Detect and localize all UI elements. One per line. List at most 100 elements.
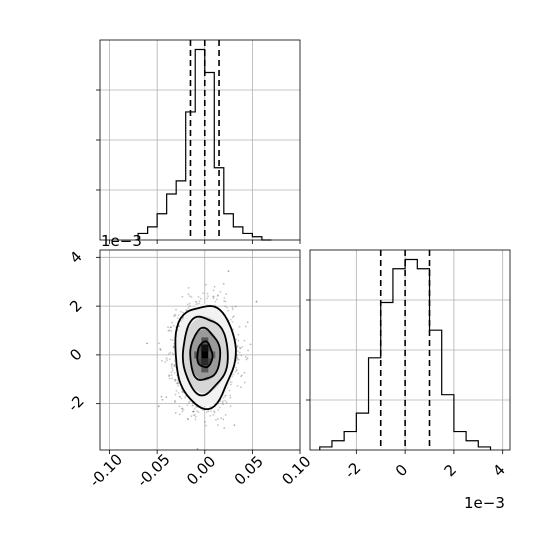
scatter-point [233, 315, 235, 318]
scatter-point [181, 407, 184, 410]
scatter-point [174, 400, 176, 402]
y-marginal-xtick-label: -2 [341, 459, 364, 482]
scatter-point [173, 313, 176, 316]
scatter-point [172, 315, 175, 317]
scatter-point [229, 394, 232, 397]
y-marginal-panel: -2 0 2 4 1e−3 [306, 249, 511, 512]
scatter-point [205, 283, 207, 286]
scatter-point [206, 297, 209, 300]
scatter-point [217, 424, 219, 426]
scatter-point [235, 368, 238, 371]
scatter-point [222, 282, 225, 285]
scatter-point [219, 400, 222, 403]
scatter-point [198, 300, 201, 302]
scatter-point [184, 396, 187, 399]
scatter-point [222, 418, 225, 421]
scatter-point [181, 391, 184, 393]
scatter-point [228, 389, 231, 392]
scatter-point [167, 353, 170, 355]
scatter-point [202, 292, 204, 294]
scatter-point [247, 349, 250, 352]
scatter-point [218, 406, 221, 409]
scatter-point [192, 404, 195, 406]
scatter-point [174, 393, 177, 396]
scatter-point [209, 414, 212, 417]
scatter-point [182, 408, 185, 411]
scatter-point [168, 329, 171, 332]
scatter-point [171, 363, 174, 366]
scatter-point [216, 298, 218, 301]
scatter-point [172, 324, 175, 327]
contour-line [181, 315, 229, 397]
scatter-point [213, 411, 216, 414]
scatter-point [224, 414, 227, 416]
scatter-point [226, 306, 228, 309]
scatter-point [206, 292, 209, 295]
scatter-point [212, 289, 215, 292]
scatter-point [227, 309, 230, 312]
scatter-point [194, 416, 197, 418]
scatter-point [192, 410, 194, 413]
scatter-point [223, 300, 226, 302]
scatter-point [241, 346, 244, 348]
scatter-point [236, 345, 239, 347]
scatter-point [246, 321, 249, 324]
density-cell [201, 344, 209, 352]
scatter-point [244, 356, 247, 358]
scatter-point [178, 395, 181, 398]
scatter-point [171, 369, 174, 372]
scatter-point [225, 394, 227, 397]
scatter-point [237, 372, 239, 375]
scatter-point [157, 405, 160, 408]
scatter-point [231, 321, 234, 323]
scatter-point [187, 287, 190, 289]
scatter-point [166, 359, 169, 361]
scatter-point [229, 396, 232, 399]
y-quantile-lines [379, 250, 431, 450]
scatter-point [174, 401, 176, 403]
scatter-point [165, 396, 168, 399]
scatter-point [177, 381, 180, 383]
scatter-point [236, 369, 238, 372]
scatter-point [230, 318, 232, 321]
joint-x-ticks: -0.10 -0.05 0.00 0.05 0.10 [86, 450, 315, 491]
scatter-point [237, 339, 240, 342]
scatter-point [224, 395, 227, 398]
scatter-point [168, 374, 171, 376]
scatter-point [180, 310, 183, 313]
scatter-point [234, 371, 237, 373]
scatter-point [232, 308, 234, 311]
joint-ytick-label: 0 [66, 345, 85, 364]
scatter-point [164, 361, 167, 363]
scatter-point [169, 358, 171, 361]
scatter-point [146, 342, 149, 345]
scatter-point [174, 378, 177, 381]
scatter-point [190, 415, 193, 418]
scatter-point [209, 405, 212, 408]
y-marginal-xtick-label: 0 [392, 461, 411, 480]
scatter-point [230, 383, 232, 386]
scatter-point [170, 374, 173, 376]
scatter-point [192, 410, 195, 413]
scatter-point [160, 395, 163, 398]
scatter-point [170, 363, 173, 366]
scatter-point [182, 391, 185, 394]
scatter-point [193, 408, 196, 410]
scatter-point [187, 306, 190, 309]
joint-ytick-label: 2 [66, 296, 85, 315]
scatter-point [192, 414, 195, 416]
scatter-point [181, 410, 184, 413]
scatter-point [173, 346, 175, 349]
scatter-point [205, 424, 207, 427]
y-marginal-ticks: -2 0 2 4 [306, 299, 509, 482]
joint-xtick-label: -0.10 [86, 450, 126, 490]
scatter-point [176, 317, 179, 319]
scatter-point [171, 377, 174, 380]
scatter-point [237, 333, 240, 336]
scatter-point [173, 364, 176, 367]
scatter-point [172, 339, 174, 341]
x-marginal-grid [100, 40, 300, 240]
scatter-point [236, 358, 239, 360]
scatter-point [240, 375, 242, 378]
scatter-point [175, 389, 178, 392]
